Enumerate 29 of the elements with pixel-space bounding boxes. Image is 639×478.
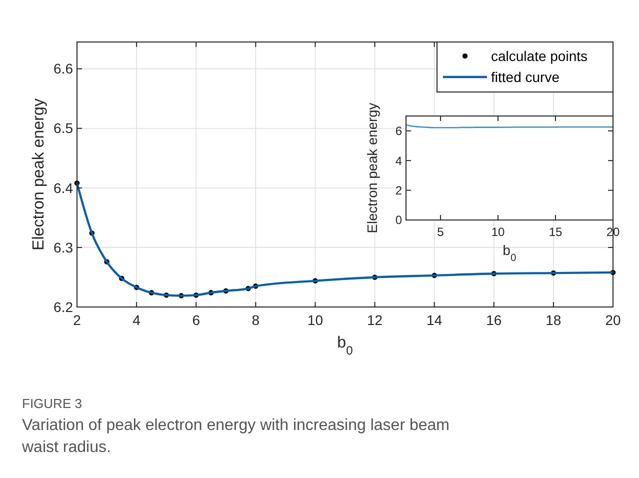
x-tick-label: 6 <box>192 312 200 328</box>
y-axis-title: Electron peak energy <box>29 98 48 251</box>
x-tick-label: 12 <box>366 312 383 328</box>
x-axis-title: b$_{0}$ <box>502 243 516 264</box>
x-tick-label: 4 <box>132 312 141 328</box>
legend-label: fitted curve <box>491 68 560 85</box>
x-tick-label: 18 <box>546 312 562 328</box>
x-tick-label: 14 <box>426 312 442 328</box>
x-tick-label: 8 <box>252 312 260 328</box>
y-tick-label: 6.2 <box>54 298 74 315</box>
x-tick-label: 10 <box>307 312 324 328</box>
y-tick-label: 6.5 <box>54 120 74 136</box>
text: Variation of peak electron energy with increasing laser beam waist radius. <box>21 417 450 456</box>
x-tick-label: 10 <box>491 225 505 239</box>
x-tick-label: 15 <box>548 225 562 239</box>
x-tick-label: 20 <box>605 312 621 328</box>
y-tick-label: 6.3 <box>54 239 74 256</box>
y-tick-label: 2 <box>395 183 402 198</box>
legend-label: calculate points <box>491 48 588 64</box>
y-tick-label: 6.4 <box>54 180 74 196</box>
x-axis-title: b$_{0}$ <box>337 333 354 358</box>
y-axis-title: Electron peak energy <box>365 102 380 234</box>
x-tick-label: 16 <box>486 312 502 328</box>
x-tick-label: 5 <box>437 225 444 239</box>
y-tick-label: 6.6 <box>54 60 74 77</box>
caption: FIGURE 3 <box>22 396 82 411</box>
y-tick-label: 4 <box>395 154 402 168</box>
y-tick-label: 0 <box>395 213 402 228</box>
y-tick-label: 6 <box>395 124 402 138</box>
